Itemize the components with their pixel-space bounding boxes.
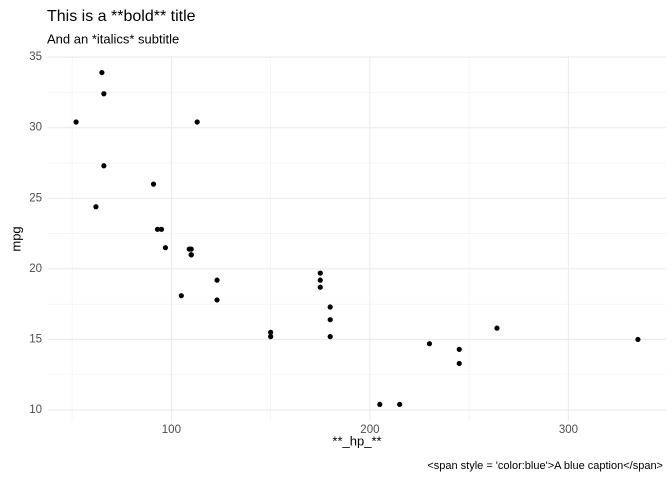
point [194,119,200,125]
point [456,346,462,352]
y-tick-label: 20 [29,263,42,275]
y-axis-label: mpg [8,226,23,251]
point [101,163,107,169]
point [214,297,220,303]
point [397,401,403,408]
point [635,336,641,343]
point [456,360,462,367]
point [150,181,157,187]
x-tick-label: 200 [360,424,379,436]
y-tick-label: 30 [29,122,42,134]
caption: <span style = 'color:blue'>A blue captio… [427,460,663,472]
point [214,277,220,283]
point [327,317,333,323]
x-tick-label: 100 [162,424,181,436]
point [186,246,192,252]
point [494,325,500,331]
point [426,341,433,347]
point [317,270,323,276]
x-axis-label: **_hp_** [332,433,381,448]
point [327,334,333,340]
point [317,277,323,283]
chart-subtitle: And an *italics* subtitle [47,31,179,46]
y-tick-label: 10 [29,404,42,416]
point [162,245,169,251]
point [268,329,274,335]
point [73,119,79,125]
y-tick-label: 25 [29,192,42,204]
point [268,334,274,340]
point [317,284,323,290]
point [377,401,383,408]
point [99,69,105,76]
point [93,204,99,210]
point [154,226,161,232]
point [188,252,194,258]
chart-title: This is a **bold** title [47,8,196,25]
point [158,226,165,232]
y-tick-label: 35 [29,51,42,63]
x-tick-label: 300 [559,424,578,436]
point [178,293,184,299]
point [101,91,107,97]
y-tick-label: 15 [29,333,42,345]
point [327,304,333,310]
